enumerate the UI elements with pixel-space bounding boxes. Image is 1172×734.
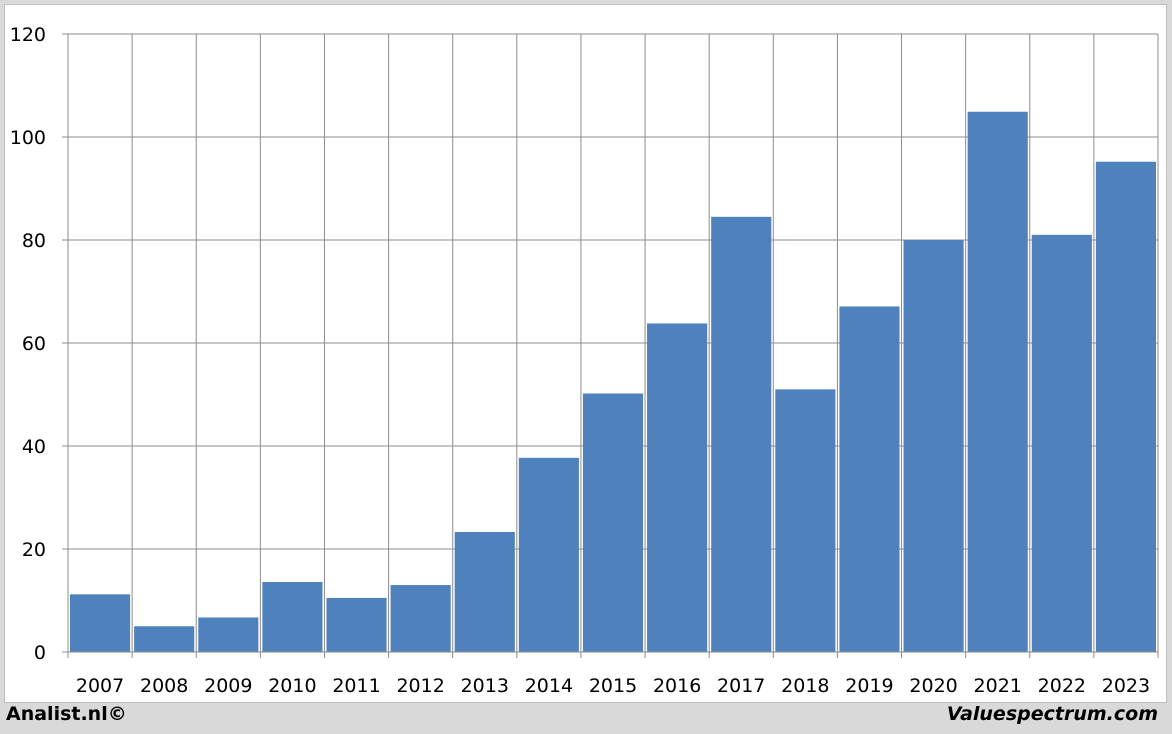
y-tick-label: 60 bbox=[22, 333, 46, 355]
y-tick-label: 0 bbox=[34, 642, 46, 664]
x-tick-label: 2013 bbox=[461, 675, 509, 697]
bars bbox=[70, 111, 1156, 652]
x-tick-label: 2009 bbox=[204, 675, 252, 697]
bar-2008 bbox=[134, 626, 195, 652]
bar-2007 bbox=[70, 594, 131, 652]
y-tick-label: 80 bbox=[22, 230, 46, 252]
x-tick-label: 2023 bbox=[1102, 675, 1150, 697]
y-tick-label: 100 bbox=[10, 127, 46, 149]
y-tick-label: 20 bbox=[22, 539, 46, 561]
bar-2011 bbox=[326, 597, 387, 652]
axes bbox=[62, 33, 1158, 653]
x-tick-label: 2007 bbox=[76, 675, 124, 697]
x-tick-label: 2008 bbox=[140, 675, 188, 697]
bar-2023 bbox=[1095, 161, 1156, 652]
y-tick-label: 40 bbox=[22, 436, 46, 458]
x-tick-label: 2012 bbox=[396, 675, 444, 697]
bar-2009 bbox=[198, 617, 259, 652]
y-tick-labels: 0 20 40 60 80 100 120 bbox=[10, 24, 46, 664]
x-tick-label: 2010 bbox=[268, 675, 316, 697]
bar-2013 bbox=[454, 532, 515, 652]
bar-2012 bbox=[390, 585, 451, 652]
x-tick-label: 2020 bbox=[909, 675, 957, 697]
analist-credit: Analist.nl© bbox=[6, 703, 127, 725]
x-tick-label: 2017 bbox=[717, 675, 765, 697]
x-tick-label: 2018 bbox=[781, 675, 829, 697]
bar-2017 bbox=[711, 216, 772, 652]
y-tick-label: 120 bbox=[10, 24, 46, 46]
x-tick-label: 2015 bbox=[589, 675, 637, 697]
bar-2014 bbox=[518, 457, 579, 652]
bar-2010 bbox=[262, 581, 323, 652]
x-tick-labels: 2007 2008 2009 2010 2011 2012 2013 2014 2015 2016… bbox=[76, 675, 1150, 697]
bar-2018 bbox=[775, 389, 836, 652]
x-tick-label: 2019 bbox=[845, 675, 893, 697]
x-tick-label: 2021 bbox=[974, 675, 1022, 697]
x-tick-label: 2011 bbox=[332, 675, 380, 697]
bar-2015 bbox=[582, 393, 644, 652]
x-tick-label: 2014 bbox=[525, 675, 573, 697]
valuespectrum-credit: Valuespectrum.com bbox=[946, 703, 1158, 725]
bar-2020 bbox=[903, 240, 964, 652]
bar-2022 bbox=[1031, 234, 1092, 652]
bar-2016 bbox=[647, 323, 708, 652]
bar-2019 bbox=[839, 306, 900, 652]
x-tick-label: 2016 bbox=[653, 675, 701, 697]
bar-2021 bbox=[967, 111, 1028, 652]
x-tick-label: 2022 bbox=[1038, 675, 1086, 697]
